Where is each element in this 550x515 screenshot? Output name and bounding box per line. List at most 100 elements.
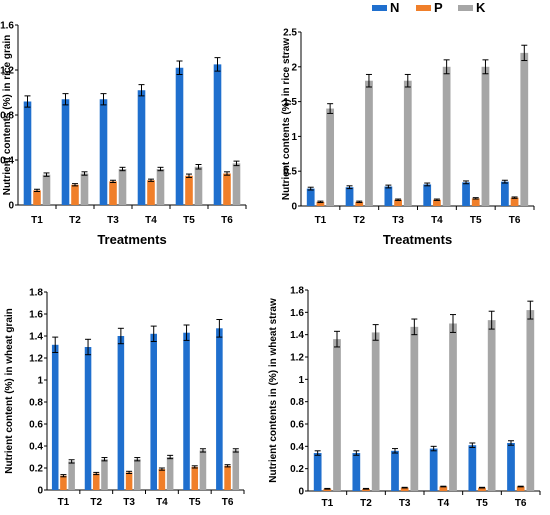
bar-p-t6 — [224, 465, 231, 490]
x-axis-label: Treatments — [383, 232, 452, 247]
y-tick-label: 0.5 — [283, 167, 297, 178]
bar-k-t4 — [442, 66, 451, 206]
legend-label-k: K — [476, 0, 486, 15]
x-tick-label: T1 — [58, 497, 70, 508]
bar-p-t6 — [223, 173, 231, 205]
bar-k-t2 — [80, 173, 89, 205]
bar-n-t5 — [462, 182, 470, 206]
bar-n-t6 — [216, 328, 223, 490]
bar-n-t4 — [150, 333, 157, 490]
bar-n-t3 — [99, 99, 108, 205]
y-tick-label: 0.8 — [290, 397, 304, 408]
bar-n-t1 — [51, 344, 59, 490]
bar-k-t1 — [42, 174, 51, 205]
bar-n-t6 — [500, 181, 509, 206]
y-tick-label: 0.2 — [290, 464, 304, 475]
bar-k-t6 — [520, 52, 529, 206]
bar-n-t3 — [391, 450, 399, 491]
legend-label-p: P — [434, 0, 443, 15]
bar-k-t2 — [101, 459, 108, 490]
bar-p-t1 — [323, 488, 332, 491]
chart-panel-rice-grain: 0 0.4 0.8 1.2 1.6 T1 T2 T3 T4 T5 T6 Nutrient conten… — [0, 21, 247, 247]
bar-k-t4 — [449, 323, 457, 491]
x-axis-label: Treatments — [97, 232, 166, 247]
y-tick-label: 1.6 — [29, 310, 43, 321]
bar-k-t6 — [232, 163, 241, 205]
y-tick-label: 1.2 — [29, 354, 43, 365]
bar-n-t2 — [345, 187, 354, 206]
x-tick-label: T1 — [31, 215, 43, 226]
bar-k-t6 — [526, 310, 535, 491]
y-tick-label: 0.8 — [0, 111, 14, 122]
x-tick-label: T3 — [107, 215, 119, 226]
bar-n-t5 — [175, 67, 184, 205]
y-tick-label: 2 — [291, 62, 297, 73]
bar-n-t1 — [306, 188, 315, 206]
bar-n-t4 — [429, 448, 438, 491]
bar-k-t2 — [365, 80, 373, 206]
x-tick-label: T1 — [321, 498, 333, 509]
bar-p-t3 — [394, 199, 402, 206]
bar-n-t6 — [213, 64, 222, 205]
bar-n-t5 — [183, 332, 190, 490]
legend-swatch-n — [372, 5, 387, 11]
y-tick-label: 0 — [291, 202, 297, 213]
x-tick-label: T2 — [69, 215, 81, 226]
x-tick-label: T3 — [123, 497, 135, 508]
y-tick-label: 0.8 — [29, 398, 43, 409]
y-tick-label: 1.6 — [0, 21, 14, 32]
bar-n-t5 — [468, 445, 477, 491]
legend-label-n: N — [390, 0, 399, 15]
bar-p-t4 — [433, 199, 441, 206]
bar-p-t4 — [158, 469, 166, 490]
x-tick-label: T3 — [399, 498, 411, 509]
bar-n-t1 — [23, 101, 32, 205]
x-tick-label: T5 — [183, 215, 195, 226]
bar-p-t1 — [316, 201, 325, 206]
y-tick-label: 1 — [291, 132, 297, 143]
bar-p-t2 — [362, 488, 370, 491]
y-tick-label: 0.4 — [0, 156, 14, 167]
y-tick-label: 0.6 — [290, 420, 304, 431]
bar-k-t3 — [410, 326, 419, 491]
bar-k-t2 — [371, 332, 380, 491]
y-tick-label: 1.4 — [29, 332, 43, 343]
x-tick-label: T4 — [437, 498, 449, 509]
bar-p-t2 — [92, 473, 100, 490]
y-tick-label: 0.2 — [29, 464, 43, 475]
x-tick-label: T6 — [222, 497, 234, 508]
y-tick-label: 1.6 — [290, 308, 304, 319]
bar-k-t1 — [68, 461, 75, 490]
y-tick-label: 0.6 — [29, 420, 43, 431]
bar-k-t5 — [487, 320, 496, 491]
bar-k-t1 — [333, 339, 341, 491]
y-tick-label: 1.8 — [290, 286, 304, 297]
bar-k-t5 — [194, 166, 203, 205]
bar-p-t5 — [185, 175, 193, 205]
bar-p-t4 — [147, 180, 155, 205]
x-tick-label: T5 — [476, 498, 488, 509]
bar-p-t4 — [439, 486, 448, 491]
x-tick-label: T6 — [515, 498, 527, 509]
y-tick-label: 0 — [8, 201, 14, 212]
x-tick-label: T4 — [431, 215, 443, 226]
bar-n-t3 — [384, 186, 393, 206]
y-axis-label: Nutrient contents (%) in rice straw — [281, 38, 292, 200]
y-tick-label: 1 — [298, 375, 304, 386]
x-tick-label: T3 — [392, 215, 404, 226]
x-tick-label: T5 — [189, 497, 201, 508]
bar-k-t3 — [403, 80, 412, 206]
bar-p-t5 — [478, 487, 486, 491]
y-tick-label: 2.5 — [283, 28, 297, 39]
bar-n-t4 — [137, 90, 146, 205]
chart-panel-wheat-straw: 0 0.2 0.4 0.6 0.8 1 1.2 1.4 1.6 1.8 T1 T2 T3 T4 T5 T6 Nu… — [268, 286, 541, 509]
legend-swatch-k — [458, 5, 473, 11]
x-tick-label: T2 — [90, 497, 102, 508]
x-tick-label: T2 — [360, 498, 372, 509]
x-tick-label: T4 — [145, 215, 157, 226]
x-tick-label: T6 — [221, 215, 233, 226]
bar-p-t6 — [510, 197, 519, 206]
y-axis-label: Nutrient contents in (%) in wheat straw — [268, 298, 279, 483]
y-tick-label: 0.4 — [29, 442, 43, 453]
